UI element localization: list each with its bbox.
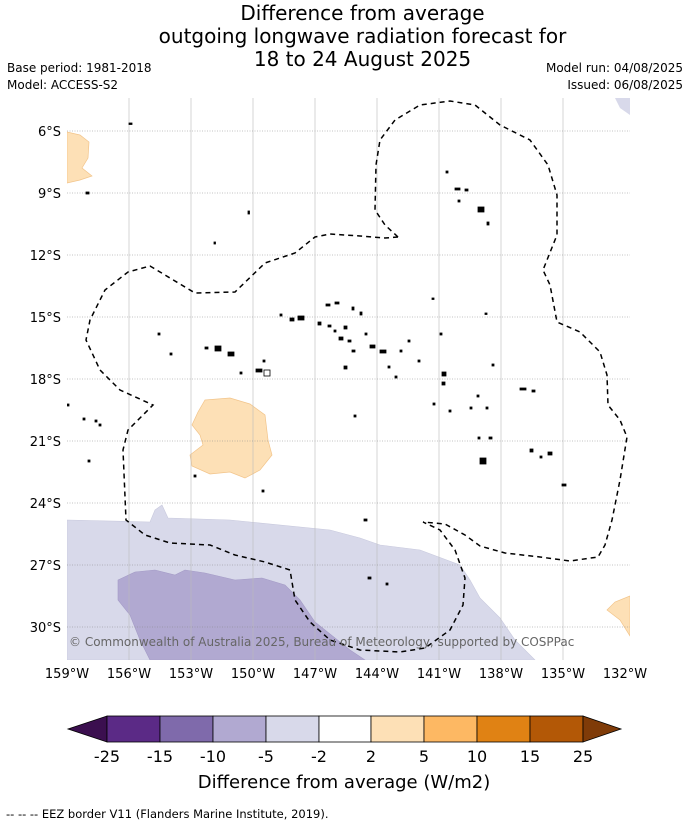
lat-label: 21°S xyxy=(30,435,61,450)
colorbar-bin xyxy=(212,715,267,743)
colorbar-tick: -10 xyxy=(200,747,226,766)
map-area: © Commonwealth of Australia 2025, Bureau… xyxy=(67,98,630,660)
lat-label: 30°S xyxy=(30,621,61,636)
lon-label: 138°W xyxy=(479,667,523,682)
anomaly-region-pos-central xyxy=(189,397,273,479)
colorbar-bin xyxy=(476,715,531,743)
copyright-notice: © Commonwealth of Australia 2025, Bureau… xyxy=(69,635,574,649)
colorbar-tick: -2 xyxy=(311,747,327,766)
colorbar-bin xyxy=(265,715,320,743)
base-period: Base period: 1981-2018 xyxy=(7,61,152,75)
islands xyxy=(67,122,567,586)
colorbar-tick: 5 xyxy=(419,747,429,766)
colorbar-tick: -25 xyxy=(94,747,120,766)
eez-legend-note: -- -- -- EEZ border V11 (Flanders Marine… xyxy=(6,807,329,821)
model-run: Model run: 04/08/2025 xyxy=(545,61,683,75)
eez-border-main xyxy=(85,233,466,653)
colorbar-bin xyxy=(159,715,214,743)
colorbar-title: Difference from average (W/m2) xyxy=(198,772,490,793)
colorbar-bin xyxy=(106,715,161,743)
colorbar-extend-min xyxy=(66,715,108,743)
title-line-2: outgoing longwave radiation forecast for xyxy=(158,24,567,48)
lon-label: 156°W xyxy=(107,667,151,682)
longitude-labels: 159°W 156°W 153°W 150°W 147°W 144°W 141°… xyxy=(45,667,647,682)
lon-label: 153°W xyxy=(169,667,213,682)
colorbar-bin xyxy=(370,715,425,743)
anomaly-region-neg-5 xyxy=(117,569,366,660)
colorbar xyxy=(66,715,623,743)
colorbar-ticks: -25 -15 -10 -5 -2 2 5 10 15 25 xyxy=(94,747,593,766)
lat-label: 9°S xyxy=(38,187,61,202)
model-name: Model: ACCESS-S2 xyxy=(7,78,119,92)
anomaly-region-pos-east xyxy=(606,595,630,637)
lon-label: 147°W xyxy=(293,667,337,682)
lat-label: 27°S xyxy=(30,559,61,574)
lat-label: 6°S xyxy=(38,125,61,140)
lon-label: 132°W xyxy=(603,667,647,682)
lon-label: 144°W xyxy=(355,667,399,682)
colorbar-extend-max xyxy=(582,715,623,743)
lon-label: 159°W xyxy=(45,667,89,682)
lon-label: 150°W xyxy=(231,667,275,682)
lat-label: 24°S xyxy=(30,497,61,512)
title-line-3: 18 to 24 August 2025 xyxy=(253,47,472,71)
colorbar-tick: 2 xyxy=(366,747,376,766)
lat-label: 18°S xyxy=(30,373,61,388)
anomaly-region-pos-west xyxy=(67,131,93,184)
lat-label: 15°S xyxy=(30,311,61,326)
colorbar-bin xyxy=(529,715,584,743)
colorbar-bin xyxy=(318,715,372,743)
lon-label: 135°W xyxy=(541,667,585,682)
colorbar-tick: -15 xyxy=(147,747,173,766)
eez-border-north xyxy=(374,100,628,562)
gridlines xyxy=(67,98,630,660)
anomaly-region-ne xyxy=(615,98,630,115)
colorbar-bin xyxy=(423,715,478,743)
latitude-labels: 6°S 9°S 12°S 15°S 18°S 21°S 24°S 27°S 30… xyxy=(30,125,61,636)
lat-label: 12°S xyxy=(30,249,61,264)
colorbar-tick: 10 xyxy=(467,747,487,766)
colorbar-tick: 15 xyxy=(520,747,540,766)
issued-date: Issued: 06/08/2025 xyxy=(567,78,683,92)
colorbar-tick: -5 xyxy=(258,747,274,766)
title-line-1: Difference from average xyxy=(240,1,485,25)
lon-label: 141°W xyxy=(417,667,461,682)
colorbar-tick: 25 xyxy=(573,747,593,766)
